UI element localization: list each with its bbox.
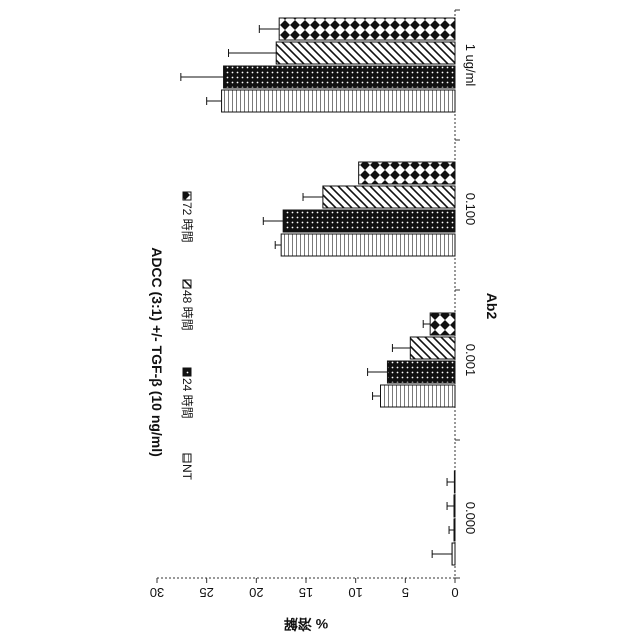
bar: [387, 361, 455, 383]
value-tick-label: 0: [451, 585, 458, 600]
value-tick-label: 5: [402, 585, 409, 600]
category-label: 0.100: [463, 193, 478, 226]
category-label: 0.000: [463, 502, 478, 535]
bar: [454, 519, 455, 541]
legend-swatch: [183, 192, 191, 200]
category-label: 1 ug/ml: [463, 44, 478, 87]
bar: [454, 495, 455, 517]
legend-label: NT: [180, 464, 194, 481]
legend-swatch: [183, 368, 191, 376]
legend-label: 72 時間: [180, 202, 194, 243]
bar: [276, 42, 455, 64]
x-axis-label: Ab2: [484, 293, 500, 320]
bar: [279, 18, 455, 40]
category-label: 0.001: [463, 344, 478, 377]
bar: [452, 543, 455, 565]
value-tick-label: 25: [199, 585, 213, 600]
legend-swatch: [183, 280, 191, 288]
value-tick-label: 20: [249, 585, 263, 600]
value-tick-label: 30: [150, 585, 164, 600]
bar: [224, 66, 455, 88]
legend-label: 48 時間: [180, 290, 194, 331]
bar: [323, 186, 455, 208]
legend-label: 24 時間: [180, 378, 194, 419]
bar: [359, 162, 455, 184]
value-tick-label: 10: [348, 585, 362, 600]
y-axis-label: % 溶解: [284, 616, 328, 632]
bar: [222, 90, 455, 112]
bar: [381, 385, 456, 407]
bar: [430, 313, 455, 335]
value-tick-label: 15: [299, 585, 313, 600]
chart-title: ADCC (3:1) +/- TGF-β (10 ng/ml): [149, 247, 165, 457]
bar: [410, 337, 455, 359]
bar: [283, 210, 455, 232]
plot-area: 0 5 10 15 20 25 30 0.000 0.001 0.100 1 ug/ml NT 24 時…: [150, 10, 478, 600]
legend-swatch: [183, 454, 191, 462]
bar: [281, 234, 455, 256]
